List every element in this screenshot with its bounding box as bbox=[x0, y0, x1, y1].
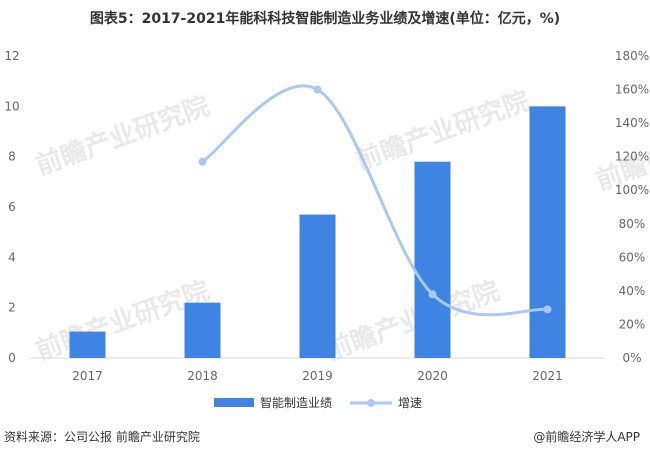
y-right-tick-label: 140% bbox=[615, 116, 649, 130]
legend: 智能制造业绩 增速 bbox=[214, 395, 422, 410]
x-tick-label: 2021 bbox=[532, 369, 563, 383]
y-left-tick-label: 0 bbox=[8, 351, 16, 365]
y-right-tick-label: 100% bbox=[615, 183, 649, 197]
legend-bar-swatch bbox=[214, 398, 254, 407]
y-right-tick-label: 60% bbox=[619, 250, 646, 264]
legend-line-marker bbox=[367, 399, 375, 407]
growth-point bbox=[543, 305, 552, 314]
y-left-tick-label: 2 bbox=[8, 301, 16, 315]
bar-series bbox=[69, 106, 566, 358]
axes: 0246810120%20%40%60%80%100%120%140%160%1… bbox=[4, 49, 649, 383]
x-tick-label: 2019 bbox=[302, 369, 333, 383]
growth-point bbox=[313, 85, 322, 94]
y-right-tick-label: 20% bbox=[619, 317, 646, 331]
y-right-tick-label: 40% bbox=[619, 284, 646, 298]
y-right-tick-label: 80% bbox=[619, 217, 646, 231]
y-left-tick-label: 4 bbox=[8, 250, 16, 264]
watermark-text: 前瞻产业研究院 bbox=[32, 90, 214, 181]
bar bbox=[529, 106, 566, 358]
bar bbox=[184, 302, 221, 358]
x-tick-label: 2017 bbox=[72, 369, 103, 383]
y-left-tick-label: 8 bbox=[8, 150, 16, 164]
x-tick-label: 2020 bbox=[417, 369, 448, 383]
growth-line bbox=[201, 84, 548, 317]
bar bbox=[69, 331, 106, 358]
chart-title: 图表5：2017-2021年能科科技智能制造业务业绩及增速(单位：亿元，%) bbox=[89, 11, 561, 27]
y-left-tick-label: 6 bbox=[8, 200, 16, 214]
y-left-tick-label: 10 bbox=[4, 99, 19, 113]
brand-note: @前瞻经济学人APP bbox=[533, 430, 640, 444]
y-left-tick-label: 12 bbox=[4, 49, 19, 63]
legend-line-label: 增速 bbox=[398, 396, 422, 410]
line-series bbox=[198, 84, 552, 317]
growth-point bbox=[198, 157, 207, 166]
x-tick-label: 2018 bbox=[187, 369, 218, 383]
y-right-tick-label: 0% bbox=[622, 351, 641, 365]
watermark-text: 前瞻产业研究院 bbox=[322, 275, 504, 366]
bar bbox=[299, 214, 336, 358]
bar bbox=[414, 161, 451, 358]
source-note: 资料来源：公司公报 前瞻产业研究院 bbox=[4, 430, 200, 444]
y-right-tick-label: 160% bbox=[615, 83, 649, 97]
legend-bar-label: 智能制造业绩 bbox=[260, 395, 332, 410]
growth-point bbox=[428, 290, 437, 299]
y-right-tick-label: 120% bbox=[615, 150, 649, 164]
y-right-tick-label: 180% bbox=[615, 49, 649, 63]
